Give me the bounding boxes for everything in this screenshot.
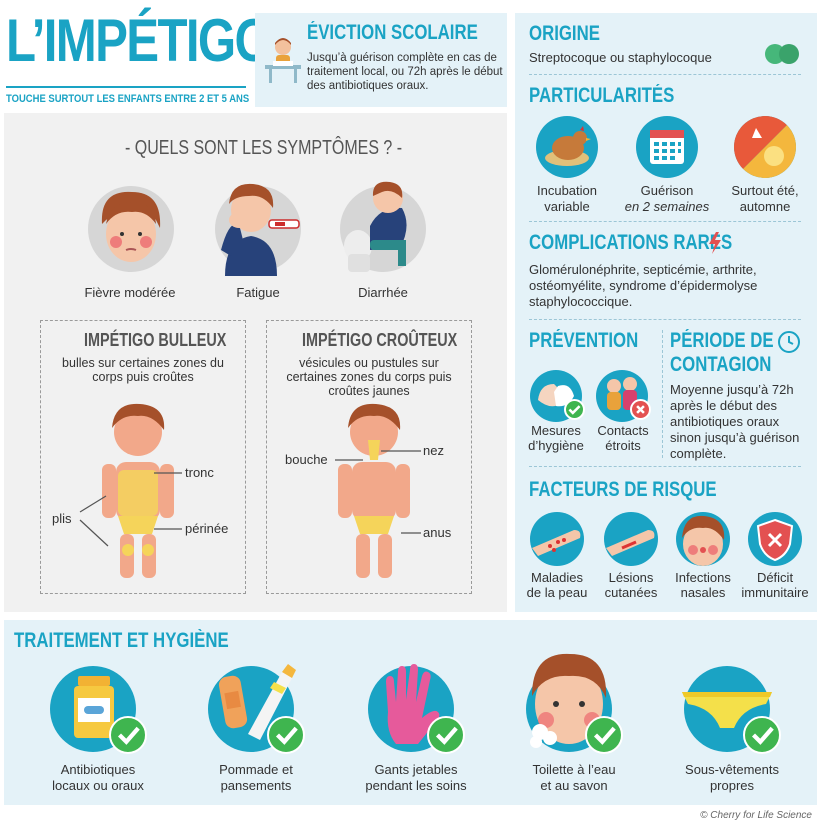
- crouteux-label-anus: anus: [423, 525, 452, 540]
- treatment-antibiotic-line1: Antibiotiques: [60, 762, 136, 777]
- crouteux-text: vésicules ou pustules sur certaines zone…: [286, 356, 452, 398]
- facteur-lesion-line2: cutanées: [604, 585, 658, 600]
- symptom-fatigue-label: Fatigue: [236, 285, 280, 300]
- crouteux-label-nez: nez: [423, 443, 444, 458]
- facteur-immune-line2: immunitaire: [741, 585, 809, 600]
- crouteux-title: IMPÉTIGO CROÛTEUX: [302, 330, 458, 350]
- crouteux-label-bouche: bouche: [285, 452, 328, 467]
- page-title: L’IMPÉTIGO: [6, 7, 273, 74]
- prevention-contacts-line1: Contacts: [597, 423, 649, 438]
- treatment-antibiotic-line2: locaux ou oraux: [52, 778, 144, 793]
- toilet-child-icon: [344, 181, 407, 272]
- contagion-text: Moyenne jusqu’à 72h après le début des a…: [670, 382, 800, 461]
- tired-child-icon: [221, 183, 300, 276]
- gloves-icon: [386, 664, 440, 744]
- copyright-credit: © Cherry for Life Science: [700, 810, 812, 821]
- ointment-check-icon: [267, 716, 305, 754]
- lightning-icon: [709, 232, 721, 254]
- crouteux-box: [266, 320, 472, 594]
- treatment-underwear-line1: Sous-vêtements: [685, 762, 779, 777]
- treatment-gloves-line1: Gants jetables: [374, 762, 458, 777]
- particularites-divider: [529, 221, 801, 222]
- prevention-contacts-line2: étroits: [605, 438, 641, 453]
- bulleux-title: IMPÉTIGO BULLEUX: [84, 330, 227, 350]
- facteur-nasal-line2: nasales: [680, 585, 726, 600]
- hen-icon: [536, 116, 598, 178]
- symptom-diarrhea-label: Diarrhée: [358, 285, 408, 300]
- facteur-nasal-line1: Infections: [675, 570, 731, 585]
- contagion-divider: [529, 466, 801, 467]
- facteur-immune-line1: Déficit: [756, 570, 794, 585]
- bacteria-icon: [765, 44, 799, 64]
- treatment-title: TRAITEMENT ET HYGIÈNE: [14, 629, 229, 652]
- child-bulleux-figure: [102, 403, 174, 578]
- symptom-fever-label: Fièvre modérée: [84, 285, 176, 300]
- particularite-incubation-line1: Incubation: [537, 183, 597, 198]
- bulleux-text: bulles sur certaines zones du corps puis…: [62, 356, 224, 384]
- crouteux-pointer-lines: [335, 450, 421, 534]
- fever-face-icon: [101, 191, 161, 262]
- immune-deficit-icon: [748, 512, 802, 566]
- facteur-skin-line1: Maladies: [530, 570, 584, 585]
- particularite-guerison-line1: Guérison: [640, 183, 694, 198]
- prevention-hygiene-line1: Mesures: [531, 423, 581, 438]
- underwear-check-icon: [743, 716, 781, 754]
- origine-text: Streptocoque ou staphylocoque: [529, 50, 712, 65]
- close-contact-cross-icon: [630, 399, 651, 420]
- treatment-washing-line1: Toilette à l’eau: [532, 762, 616, 777]
- eviction-panel: ÉVICTION SCOLAIRE Jusqu’à guérison compl…: [255, 13, 507, 107]
- particularites-title: PARTICULARITÉS: [529, 84, 675, 107]
- origine-title: ORIGINE: [529, 22, 600, 45]
- prevention-vertical-divider: [662, 330, 663, 458]
- treatment-washing-line2: et au savon: [540, 778, 608, 793]
- skin-disease-icon: [530, 512, 584, 566]
- antibiotic-check-icon: [109, 716, 147, 754]
- facteur-skin-line2: de la peau: [526, 585, 588, 600]
- pill-bottle-icon: [74, 676, 114, 738]
- prevention-title: PRÉVENTION: [529, 329, 639, 352]
- page-subtitle: TOUCHE SURTOUT LES ENFANTS ENTRE 2 ET 5 …: [6, 93, 250, 105]
- treatment-ointment-line1: Pommade et: [219, 762, 293, 777]
- bulleux-box: [40, 320, 246, 594]
- treatment-gloves-line2: pendant les soins: [365, 778, 467, 793]
- particularite-guerison-line2: en 2 semaines: [624, 199, 710, 214]
- gloves-check-icon: [427, 716, 465, 754]
- child-at-desk-icon: [265, 38, 301, 83]
- eviction-title: ÉVICTION SCOLAIRE: [307, 21, 478, 44]
- handwashing-check-icon: [564, 399, 585, 420]
- treatment-ointment-line2: pansements: [220, 778, 292, 793]
- nasal-infection-icon: [676, 512, 730, 566]
- treatment-underwear-line2: propres: [709, 778, 755, 793]
- particularite-saison-line1: Surtout été,: [731, 183, 799, 198]
- child-crouteux-figure: [338, 403, 410, 578]
- complications-title: COMPLICATIONS RARES: [529, 231, 733, 254]
- child-washing-icon: [530, 653, 607, 748]
- particularite-incubation-line2: variable: [544, 199, 590, 214]
- ointment-bandage-icon: [218, 664, 296, 740]
- facteur-lesion-line1: Lésions: [608, 570, 654, 585]
- sun-leaf-icon: [734, 116, 796, 178]
- complications-text: Glomérulonéphrite, septicémie, arthrite,…: [529, 262, 758, 309]
- contagion-title-line1: PÉRIODE DE: [670, 329, 774, 352]
- bulleux-label-perinee: périnée: [185, 521, 229, 536]
- bulleux-pointer-lines: [79, 472, 182, 547]
- washing-check-icon: [585, 716, 623, 754]
- eviction-text: Jusqu’à guérison complète en cas de trai…: [307, 52, 503, 92]
- prevention-hygiene-line2: d’hygiène: [528, 438, 584, 453]
- complications-divider: [529, 319, 801, 320]
- bulleux-label-plis: plis: [52, 511, 72, 526]
- bulleux-label-tronc: tronc: [185, 465, 214, 480]
- clock-icon: [778, 331, 800, 353]
- underwear-icon: [682, 692, 772, 728]
- contagion-title-line2: CONTAGION: [670, 353, 772, 376]
- origine-divider: [529, 74, 801, 75]
- skin-lesion-icon: [604, 512, 658, 566]
- facteurs-title: FACTEURS DE RISQUE: [529, 478, 717, 501]
- symptoms-title: - QUELS SONT LES SYMPTÔMES ? -: [125, 137, 403, 159]
- particularite-saison-line2: automne: [739, 199, 791, 214]
- title-divider: [6, 86, 246, 88]
- calendar-icon: [636, 116, 698, 178]
